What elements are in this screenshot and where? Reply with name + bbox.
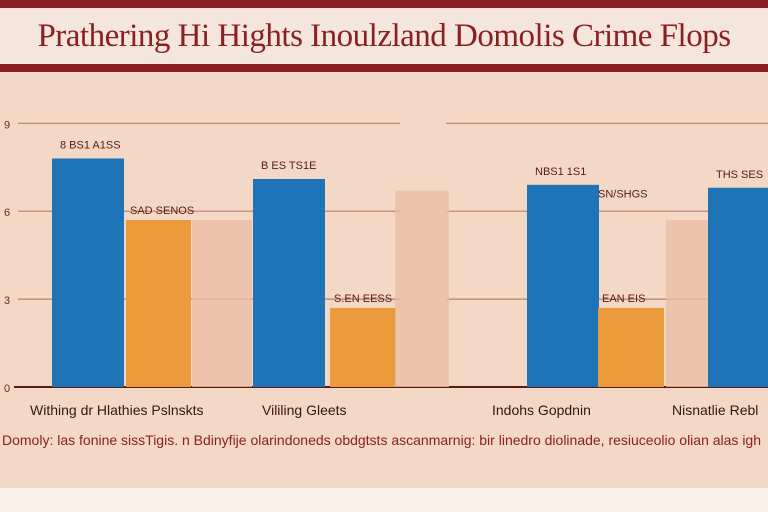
y-tick-label: 9 — [4, 119, 10, 131]
data-label-series-a: NBS1 1S1 — [535, 166, 586, 178]
data-label-series-b: SN/SHGS — [598, 188, 648, 200]
shadow-bar — [192, 219, 252, 387]
data-label-series-b: SAD SENOS — [130, 205, 194, 217]
data-label-series-b: S.EN EESS — [334, 293, 392, 305]
y-tick-label: 0 — [4, 383, 10, 395]
footnote: Domoly: las fonine sissTigis. n Bdinyfij… — [0, 420, 768, 460]
data-label-series-a: B ES TS1E — [261, 160, 316, 172]
x-category-label: Vililing Gleets — [262, 402, 347, 418]
bar-series-a — [527, 184, 599, 387]
bar-series-a — [253, 178, 325, 387]
bar-chart: 9 6 3 0 8 BS1 A1SS SAD SENOS Withing dr Hlathi… — [4, 119, 768, 418]
bar-series-a — [708, 187, 768, 387]
x-category-label: Nisnatlie Rebl — [672, 402, 758, 418]
data-label-series-a: THS SES — [716, 169, 763, 181]
footnote-text: Domoly: las fonine sissTigis. n Bdinyfij… — [2, 432, 762, 448]
data-label-series-b: EAN EIS — [602, 293, 645, 305]
data-label-series-a: 8 BS1 A1SS — [60, 139, 121, 151]
shadow-bar — [395, 190, 449, 387]
bar-series-b — [598, 307, 664, 387]
y-tick-label: 6 — [4, 207, 10, 219]
title-plate: Prathering Hi Hights Inoulzland Domolis … — [0, 8, 768, 64]
x-category-label: Indohs Gopdnin — [492, 402, 591, 418]
title-bar: Prathering Hi Hights Inoulzland Domolis … — [0, 0, 768, 72]
bar-series-a — [52, 158, 124, 387]
bottom-stripe — [0, 488, 768, 512]
x-category-label: Withing dr Hlathies Pslnskts — [30, 402, 204, 418]
bar-series-b — [126, 219, 191, 387]
y-tick-label: 3 — [4, 295, 10, 307]
bar-series-b — [330, 307, 396, 387]
chart-title: Prathering Hi Hights Inoulzland Domolis … — [37, 17, 731, 54]
